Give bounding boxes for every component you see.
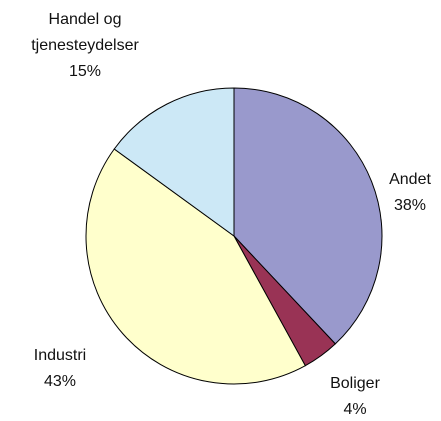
- pie-slice: [85, 148, 306, 385]
- pie-slice: [233, 87, 383, 345]
- value-label: 43%: [43, 373, 77, 390]
- category-label: Handel og tjenesteydelser: [31, 11, 139, 54]
- category-label: Boliger: [330, 375, 380, 392]
- value-label: 38%: [393, 197, 427, 214]
- pie-slice: [113, 87, 235, 237]
- slice-label: Andet 38%: [389, 167, 431, 219]
- value-label: 4%: [343, 401, 367, 418]
- slice-label: Handel og tjenesteydelser 15%: [31, 7, 139, 85]
- slice-label: Boliger 4%: [330, 371, 380, 421]
- value-label: 15%: [68, 63, 102, 80]
- category-label: Andet: [389, 171, 431, 188]
- category-label: Industri: [33, 347, 87, 364]
- slice-label: Industri 43%: [34, 343, 86, 395]
